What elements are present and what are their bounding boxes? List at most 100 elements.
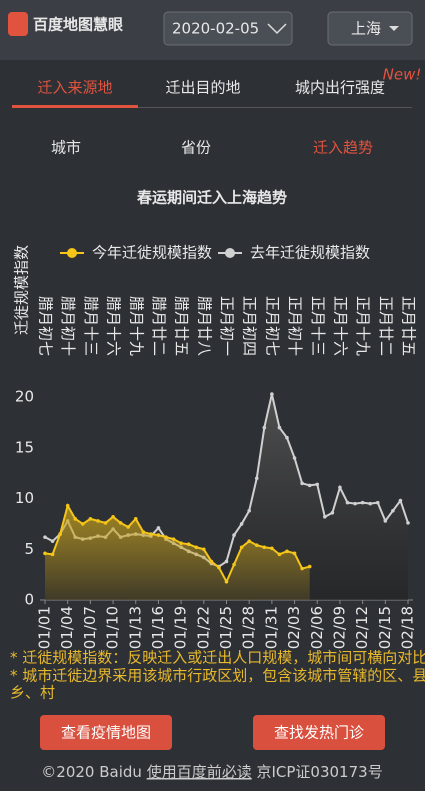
x-tick-label: 02/03 [285, 606, 303, 649]
note: * 城市迁徙边界采用该城市行政区划，包含该城市管辖的区、县、 [10, 667, 425, 685]
point [338, 485, 342, 490]
point [307, 564, 312, 569]
chart-title: 春运期间迁入上海趋势 [137, 189, 287, 207]
point [65, 503, 70, 508]
point [133, 517, 138, 521]
point [383, 519, 388, 523]
point [239, 545, 244, 550]
point [262, 425, 267, 430]
tab-divider [12, 107, 412, 108]
lunar-label: 正月廿五 [400, 296, 418, 356]
point [224, 579, 229, 584]
lunar-label: 腊月初七 [37, 296, 55, 356]
y-tick-label: 5 [24, 540, 34, 558]
point [292, 551, 297, 556]
point [285, 435, 289, 440]
point [186, 542, 191, 547]
city-picker[interactable] [327, 11, 413, 46]
subtab[interactable]: 省份 [181, 139, 211, 157]
note: 乡、村 [10, 684, 55, 702]
point [156, 526, 161, 530]
tab[interactable]: 迁入来源地 [37, 79, 112, 97]
point [254, 476, 259, 481]
point [81, 522, 85, 526]
lunar-label: 正月十三 [309, 296, 327, 356]
legend-label: 今年迁徙规模指数 [92, 244, 212, 262]
x-tick-label: 01/22 [194, 606, 212, 649]
point [58, 532, 62, 536]
point [202, 547, 206, 552]
x-tick-label: 01/04 [58, 606, 76, 649]
lunar-label: 正月初四 [241, 296, 259, 356]
x-tick-label: 02/12 [353, 606, 371, 649]
point [307, 483, 312, 488]
x-tick-label: 01/19 [172, 606, 190, 649]
icp: 京ICP证030173号 [256, 763, 382, 781]
date-arrow [267, 23, 287, 35]
y-tick-label: 20 [15, 388, 34, 406]
point [232, 533, 236, 537]
point [194, 545, 199, 550]
point [126, 525, 130, 529]
x-tick-label: 01/10 [104, 606, 122, 649]
area [45, 505, 310, 600]
y-axis-label: 迁徙规模指数 [13, 245, 31, 335]
point [270, 546, 274, 551]
logo-icon [8, 12, 28, 36]
city: 上海 [351, 20, 381, 38]
lunar-label: 正月初一 [218, 296, 236, 356]
lunar-label: 腊月十九 [127, 296, 145, 356]
button-label: 查找发热门诊 [274, 724, 364, 742]
point [156, 533, 161, 537]
lunar-label: 腊月十三 [82, 296, 100, 356]
x-tick-label: 01/13 [126, 606, 144, 649]
lunar-label: 腊月初十 [59, 296, 77, 356]
button[interactable] [253, 715, 385, 750]
date-picker[interactable] [163, 11, 293, 46]
note: * 迁徙规模指数：反映迁入或迁出人口规模，城市间可横向对比 [10, 649, 425, 667]
lunar-label: 腊月十六 [105, 296, 123, 356]
footer-link[interactable]: 使用百度前必读 [147, 763, 252, 781]
plot: 0 5 10 15 20 01/01 腊月初七 01/04 腊月初十 01/07 腊月十三 01/10… [15, 244, 418, 650]
point [209, 559, 214, 564]
point [149, 532, 153, 536]
point [141, 530, 146, 534]
city-arrow [389, 26, 399, 31]
point [345, 500, 350, 505]
tab[interactable]: 迁出目的地 [165, 79, 240, 97]
point [179, 541, 183, 545]
legend-marker [225, 248, 235, 258]
point [111, 515, 115, 519]
footer: ©2020 Baidu 使用百度前必读 京ICP证030173号 [41, 763, 382, 781]
subtab[interactable]: 迁入趋势 [313, 139, 373, 157]
point [360, 500, 365, 505]
tab[interactable]: 城内出行强度 [295, 79, 385, 97]
x-tick-label: 01/31 [262, 606, 280, 649]
point [50, 539, 55, 543]
button[interactable] [40, 715, 172, 750]
point [375, 500, 380, 505]
subtab[interactable]: 城市 [51, 139, 81, 157]
y-tick-label: 15 [15, 438, 34, 456]
x-tick-label: 01/01 [36, 606, 54, 649]
legend-label: 去年迁徙规模指数 [250, 244, 370, 262]
point [103, 521, 108, 525]
point [368, 501, 372, 506]
point [323, 515, 327, 519]
point [43, 551, 47, 556]
point [300, 481, 304, 486]
x-tick-label: 01/28 [240, 606, 258, 649]
point [277, 552, 282, 557]
lunar-label: 正月廿二 [377, 296, 395, 356]
new-badge: New! [383, 66, 422, 84]
point [398, 498, 403, 503]
lunar-label: 正月十九 [354, 296, 372, 356]
y-tick-label: 10 [15, 489, 34, 507]
date: 2020-02-05 [172, 20, 259, 38]
x-tick-label: 02/15 [376, 606, 394, 649]
point [43, 535, 47, 539]
button-label: 查看疫情地图 [61, 724, 151, 742]
x-tick-label: 02/06 [308, 606, 326, 649]
point [224, 559, 229, 564]
